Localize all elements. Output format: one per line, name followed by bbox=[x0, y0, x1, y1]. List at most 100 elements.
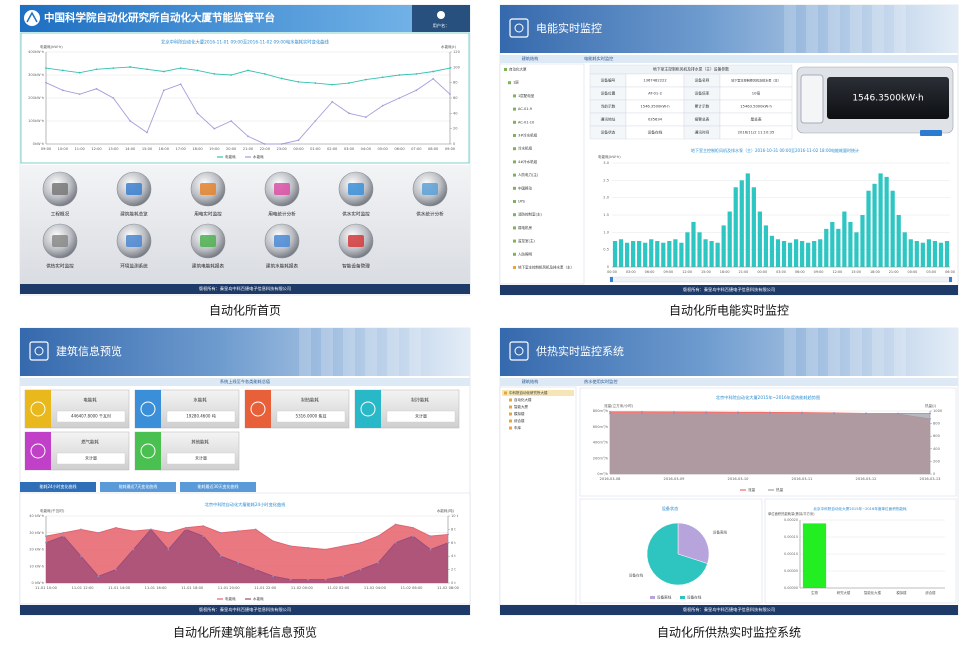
chart-title: 北京中科院自动化大厦能耗24小时变化曲线 bbox=[205, 501, 287, 508]
y2-tick-label: 4 t bbox=[451, 554, 456, 558]
data-point bbox=[415, 72, 418, 75]
data-point bbox=[179, 67, 182, 69]
tree-panel bbox=[499, 63, 585, 285]
banner bbox=[500, 5, 958, 53]
y-axis-label: 流量(立方米/小时) bbox=[604, 403, 634, 408]
bar bbox=[932, 241, 938, 267]
bar bbox=[745, 173, 750, 267]
tree-item: AC-01-9 bbox=[518, 107, 532, 111]
data-point bbox=[247, 135, 249, 138]
data-point bbox=[412, 535, 414, 537]
tree-node-icon bbox=[509, 426, 512, 430]
data-point bbox=[280, 143, 283, 145]
banner-icon bbox=[509, 18, 529, 38]
data-point bbox=[394, 523, 397, 526]
building-stripe bbox=[871, 328, 884, 376]
table-cell bbox=[719, 125, 793, 140]
tree-node-icon bbox=[509, 398, 512, 402]
y-tick-label: 0 bbox=[607, 265, 610, 269]
bar bbox=[793, 239, 799, 267]
data-point bbox=[45, 535, 47, 537]
bar bbox=[763, 225, 769, 267]
tree-item: 综合楼 bbox=[514, 418, 525, 423]
data-point bbox=[263, 72, 266, 75]
x-tick-label: 06:00 bbox=[795, 270, 805, 274]
table-text: 设备在线 bbox=[648, 130, 663, 135]
data-point bbox=[364, 116, 367, 119]
card-icon bbox=[245, 390, 271, 428]
building-stripe bbox=[365, 328, 377, 376]
x-tick-label: 09:00 bbox=[445, 147, 456, 151]
tree-node-icon bbox=[504, 391, 507, 395]
tab[interactable] bbox=[20, 482, 96, 492]
bar bbox=[938, 242, 944, 267]
meter-reading: 1546.3500kW·h bbox=[852, 94, 923, 104]
legend-label: 电能耗 bbox=[225, 596, 236, 601]
x-tick-label: 07:00 bbox=[411, 147, 422, 151]
table-text: 设备状态 bbox=[601, 130, 616, 135]
data-point bbox=[865, 412, 867, 415]
x-tick-label: 11-02 00:00 bbox=[291, 586, 314, 590]
card-icon-glyph bbox=[30, 401, 46, 417]
card-value-box bbox=[386, 410, 456, 423]
table-text: 通讯地址 bbox=[601, 117, 616, 122]
bar bbox=[679, 242, 684, 267]
data-point bbox=[289, 545, 292, 548]
x-tick-label: 03:00 bbox=[776, 270, 786, 274]
tree-item: 中国移动 bbox=[518, 185, 532, 190]
data-point bbox=[45, 67, 47, 69]
icon-glyph bbox=[52, 235, 68, 247]
y2-axis-label: 水能耗(吨) bbox=[437, 508, 455, 513]
data-point bbox=[80, 528, 82, 531]
bar bbox=[624, 242, 630, 267]
data-point bbox=[609, 410, 611, 413]
data-point bbox=[398, 74, 401, 76]
data-point bbox=[112, 97, 115, 99]
bar bbox=[920, 242, 925, 267]
icon-glyph bbox=[200, 235, 216, 247]
x-tick-label: 11-01 14:00 bbox=[108, 586, 131, 590]
tab-row bbox=[500, 378, 958, 386]
table-text: 是总表 bbox=[750, 117, 761, 122]
data-point bbox=[415, 89, 418, 92]
data-point bbox=[213, 72, 216, 75]
table-text: 当前示数 bbox=[601, 104, 616, 109]
data-point bbox=[359, 541, 362, 544]
data-point bbox=[196, 69, 199, 72]
bar bbox=[812, 241, 817, 267]
data-point bbox=[162, 70, 165, 73]
footer-bar bbox=[20, 284, 470, 294]
x-tick-label: 20:00 bbox=[226, 147, 237, 151]
legend-label: 流量 bbox=[748, 487, 756, 492]
x-tick-label: 16:00 bbox=[159, 147, 170, 151]
card-icon-glyph bbox=[360, 401, 376, 417]
tree-item: 地下室主控制柜风机及排水泵（主） bbox=[518, 265, 574, 270]
x-tick-label: 18:00 bbox=[870, 270, 880, 274]
footer-bar bbox=[500, 285, 958, 295]
tree-node-icon bbox=[504, 68, 507, 71]
header bbox=[20, 5, 470, 32]
y2-tick-label: 20 bbox=[453, 127, 458, 131]
x-tick-label: 00:00 bbox=[908, 270, 918, 274]
data-point bbox=[132, 530, 135, 532]
icon-label: 环境监测系统 bbox=[120, 263, 148, 270]
data-point bbox=[184, 526, 187, 529]
data-point bbox=[115, 568, 117, 571]
footer-text: 版权所有：秦皇岛中科百捷电子信息科技有限公司 bbox=[683, 286, 775, 293]
card-icon bbox=[25, 432, 51, 470]
tab[interactable] bbox=[180, 482, 256, 492]
y2-tick-label: 0 bbox=[453, 142, 456, 146]
x-tick-label: 09:00 bbox=[814, 270, 824, 274]
data-point bbox=[78, 71, 81, 74]
x-tick-label: 10:00 bbox=[58, 147, 69, 151]
data-point bbox=[129, 120, 132, 122]
banner-icon-dot bbox=[34, 346, 44, 356]
data-point bbox=[196, 112, 199, 115]
bar bbox=[709, 241, 714, 267]
x-tick-label: 11-01 20:00 bbox=[218, 586, 241, 590]
data-point bbox=[307, 578, 310, 581]
building-stripe bbox=[893, 5, 906, 53]
data-point bbox=[95, 68, 98, 71]
chart-title: 北京中科院自动化大厦2015年~2016年度热能耗趋势图 bbox=[716, 394, 820, 401]
tab[interactable] bbox=[100, 482, 176, 492]
